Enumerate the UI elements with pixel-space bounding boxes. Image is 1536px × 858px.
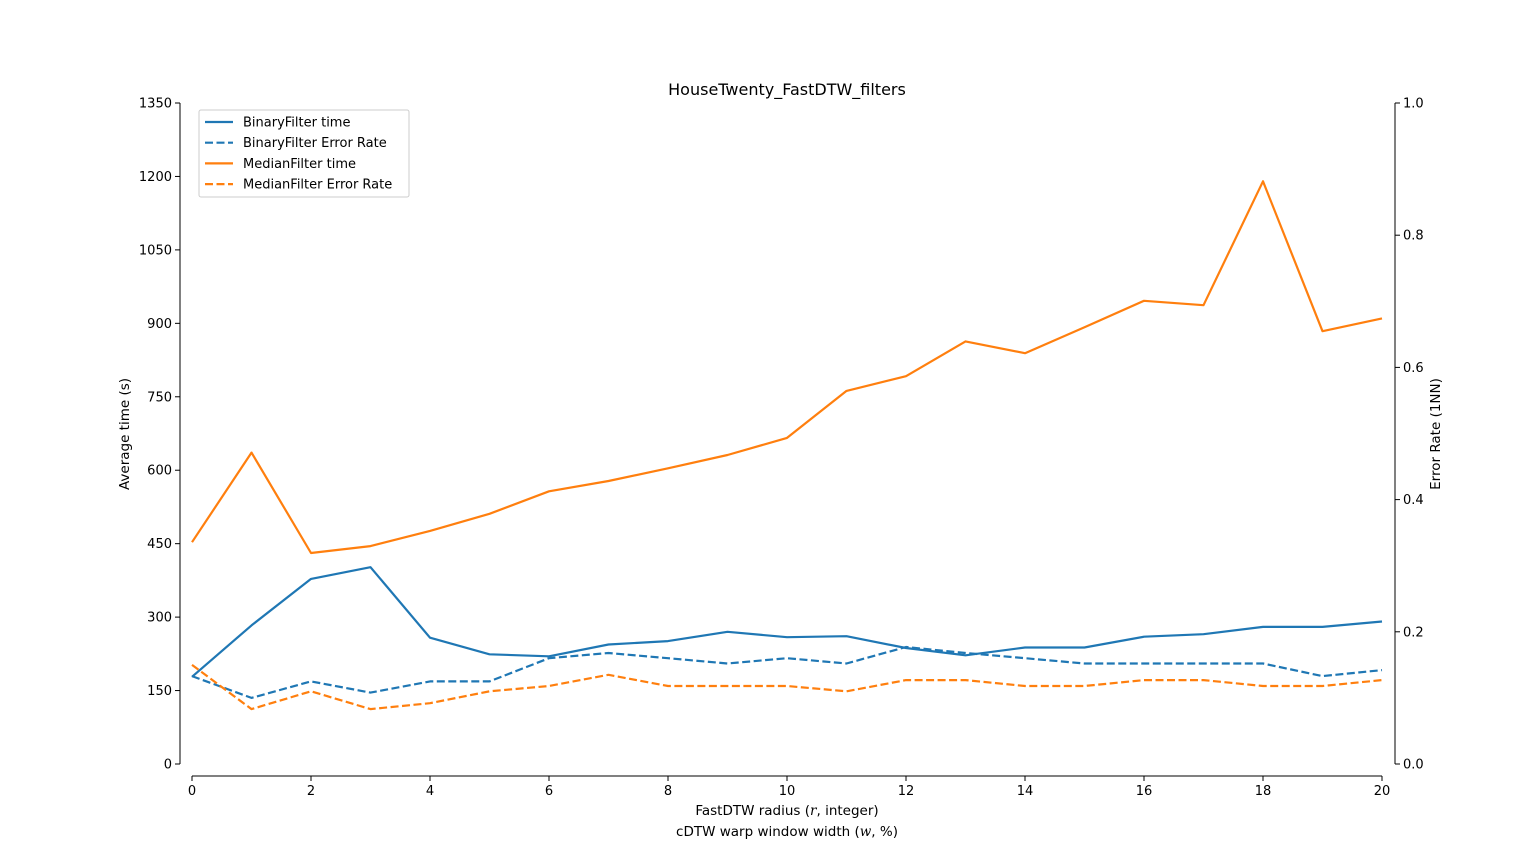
y-tick-label: 1200: [139, 170, 172, 185]
y-tick-label: 750: [147, 390, 172, 405]
series-line-binaryfilter-error-rate: [191, 645, 1383, 700]
y-tick-label: 150: [147, 684, 172, 699]
legend-label-medianfilter-error-rate: MedianFilter Error Rate: [243, 178, 392, 193]
y-axis-right-label: Error Rate (1NN): [1428, 378, 1444, 490]
x-tick-label: 16: [1136, 784, 1153, 799]
y-tick-label: 900: [147, 317, 172, 332]
y-right-tick-label: 0.4: [1403, 493, 1424, 508]
x-axis-secondary-label: cDTW warp window width (w, %): [676, 824, 898, 840]
y-right-tick-label: 0.8: [1403, 229, 1424, 244]
x-tick-label: 18: [1255, 784, 1272, 799]
y-tick-label: 0: [164, 758, 172, 773]
y-right-tick-label: 0.2: [1403, 625, 1424, 640]
y-tick-label: 300: [147, 611, 172, 626]
y-ticks: 0 150 300 450 600 750 900 1050 1200 1350: [139, 97, 180, 773]
legend: BinaryFilter time BinaryFilter Error Rate…: [198, 109, 410, 198]
series-line-binaryfilter-time: [191, 566, 1383, 678]
x-tick-label: 2: [307, 784, 315, 799]
y-tick-label: 1050: [139, 243, 172, 258]
y-right-tick-label: 0.0: [1403, 758, 1424, 773]
legend-label-medianfilter-time: MedianFilter time: [243, 157, 356, 172]
y-tick-label: 450: [147, 537, 172, 552]
y-right-tick-label: 0.6: [1403, 361, 1424, 376]
y-right-ticks: 0.0 0.2 0.4 0.6 0.8 1.0: [1395, 97, 1424, 773]
legend-label-binaryfilter-time: BinaryFilter time: [243, 116, 350, 131]
x-tick-label: 8: [664, 784, 672, 799]
legend-label-binaryfilter-error-rate: BinaryFilter Error Rate: [243, 136, 387, 151]
legend-box: [198, 109, 410, 198]
x-axis-label: FastDTW radius (r, integer): [695, 803, 878, 819]
y-tick-label: 600: [147, 464, 172, 479]
y-right-tick-label: 1.0: [1403, 97, 1424, 112]
x-tick-label: 20: [1374, 784, 1391, 799]
x-ticks: 0 2 4 6 8 10 12 14 16 18 20: [188, 776, 1390, 799]
chart-title: HouseTwenty_FastDTW_filters: [668, 80, 906, 100]
x-tick-label: 6: [545, 784, 553, 799]
x-tick-label: 0: [188, 784, 196, 799]
x-tick-label: 4: [426, 784, 434, 799]
series-line-medianfilter-time: [191, 180, 1383, 555]
x-tick-label: 14: [1017, 784, 1034, 799]
y-axis-label: Average time (s): [117, 378, 133, 490]
series-line-medianfilter-error-rate: [191, 664, 1383, 711]
y-tick-label: 1350: [139, 97, 172, 112]
axes: [179, 103, 1396, 777]
x-tick-label: 10: [779, 784, 796, 799]
plot-lines: [191, 180, 1383, 711]
x-tick-label: 12: [898, 784, 915, 799]
